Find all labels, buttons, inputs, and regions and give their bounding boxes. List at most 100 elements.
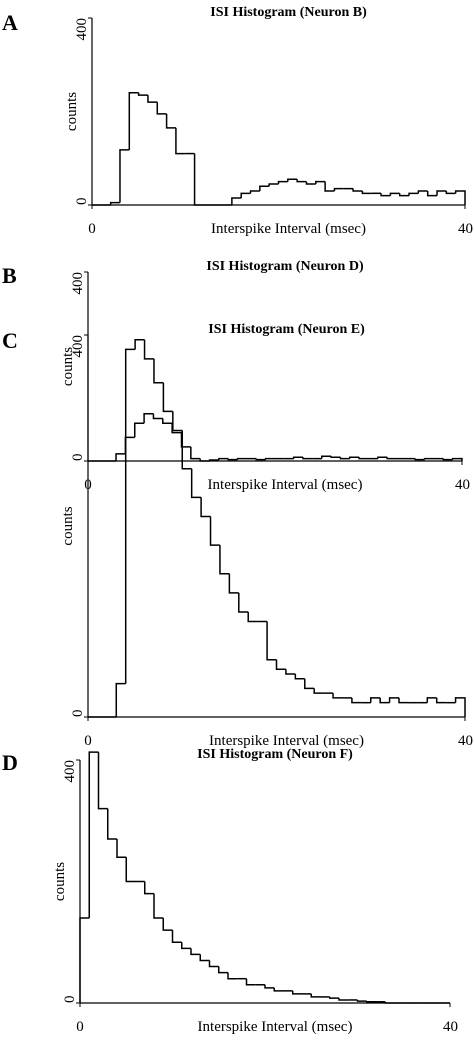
histogram-bar (199, 458, 210, 462)
histogram-bar (296, 179, 307, 183)
histogram-bar (134, 339, 145, 350)
histogram-bar (190, 468, 202, 499)
histogram-bar (358, 457, 369, 460)
histogram-bar (88, 751, 99, 918)
histogram-bar (426, 190, 438, 197)
histogram-bar (361, 190, 372, 195)
y-tick-label: 400 (74, 18, 90, 41)
histogram-bar (193, 153, 204, 206)
histogram-bar (156, 102, 167, 115)
histogram-bar (218, 966, 228, 974)
histogram-bar (339, 457, 350, 460)
x-axis-label: Interspike Interval (msec) (198, 1019, 353, 1035)
histogram-bar (304, 678, 315, 690)
histogram-bar (208, 459, 219, 461)
histogram-bar (124, 436, 135, 454)
histogram-bar (236, 457, 247, 460)
chart-title: ISI Histogram (Neuron E) (208, 322, 365, 337)
histogram-bar (384, 1001, 395, 1004)
histogram-bar (294, 674, 305, 680)
histogram-bar (115, 682, 126, 717)
histogram-bar (200, 497, 211, 518)
histogram-bar (240, 192, 251, 198)
histogram-bar (349, 456, 360, 459)
histogram-bar (181, 430, 192, 470)
histogram-bar (134, 422, 145, 438)
histogram-bar (152, 413, 163, 420)
x-axis-label: Interspike Interval (msec) (208, 477, 363, 493)
y-axis-label: counts (52, 862, 68, 901)
histogram-bar (379, 697, 390, 704)
histogram-bar (125, 857, 136, 883)
histogram-bar (426, 697, 437, 703)
panel-label: A (2, 10, 18, 35)
panel-label: D (2, 750, 18, 775)
histogram-bar (115, 453, 126, 461)
histogram-bar (181, 942, 191, 950)
histogram-bar (238, 592, 249, 613)
x-tick-label: 0 (76, 1019, 84, 1035)
y-tick-label: 400 (62, 760, 78, 783)
histogram-bar (423, 457, 434, 460)
x-tick-label: 40 (443, 1019, 458, 1035)
histogram-bar (398, 193, 410, 197)
histogram-bar (302, 457, 313, 460)
histogram-bar (172, 411, 183, 432)
histogram-bar (264, 457, 275, 460)
histogram-bar (442, 458, 453, 461)
histogram-bar (143, 339, 154, 360)
histogram-bar (128, 92, 139, 150)
histogram-bar (227, 458, 238, 461)
histogram-bar (175, 127, 186, 155)
y-axis-label: counts (60, 506, 76, 545)
histogram-bar (435, 697, 447, 704)
histogram-bar (165, 113, 176, 129)
y-axis-label: counts (60, 347, 76, 386)
histogram-bar (219, 545, 230, 575)
histogram-bar (199, 954, 210, 962)
histogram-bar (332, 693, 343, 699)
panel-label: B (2, 263, 17, 288)
histogram-bar (436, 190, 447, 196)
histogram-bar (380, 193, 391, 197)
histogram-bar (338, 998, 349, 1001)
histogram-bar (389, 192, 400, 196)
y-tick-label: 0 (74, 198, 90, 206)
histogram-bar (247, 611, 258, 623)
histogram-bar (162, 917, 173, 931)
histogram-bar (264, 984, 275, 989)
histogram-bar (171, 930, 182, 943)
histogram-bar (398, 697, 409, 704)
x-tick-label: 0 (88, 221, 96, 237)
histogram-bar (124, 348, 136, 684)
histogram-bar (292, 456, 304, 459)
x-tick-label: 40 (455, 477, 470, 493)
histogram-bar (107, 808, 117, 840)
histogram-bar (231, 197, 242, 205)
chart-title: ISI Histogram (Neuron F) (197, 747, 353, 762)
histogram-bar (377, 456, 388, 459)
histogram-bar (97, 752, 108, 810)
x-tick-label: 40 (458, 221, 473, 237)
chart-title: ISI Histogram (Neuron B) (210, 5, 367, 20)
histogram-bar (143, 413, 154, 424)
histogram-bar (227, 972, 238, 980)
histogram-bar (268, 183, 279, 187)
histogram-bar (352, 188, 363, 192)
x-tick-label: 0 (84, 733, 92, 749)
histogram-bar (259, 185, 270, 191)
histogram-bar (153, 893, 164, 919)
histogram-bar (162, 382, 173, 413)
histogram-bar (324, 181, 335, 192)
histogram-bar (285, 669, 296, 675)
panel-label: C (2, 328, 18, 353)
histogram-bar (273, 987, 284, 992)
y-axis-label: counts (64, 92, 80, 131)
histogram-bar (313, 688, 324, 694)
histogram-bar (255, 458, 266, 461)
x-axis-label: Interspike Interval (msec) (209, 733, 364, 749)
histogram-bar (79, 917, 90, 1003)
histogram-bar (245, 978, 256, 986)
histogram-bar (305, 181, 316, 185)
